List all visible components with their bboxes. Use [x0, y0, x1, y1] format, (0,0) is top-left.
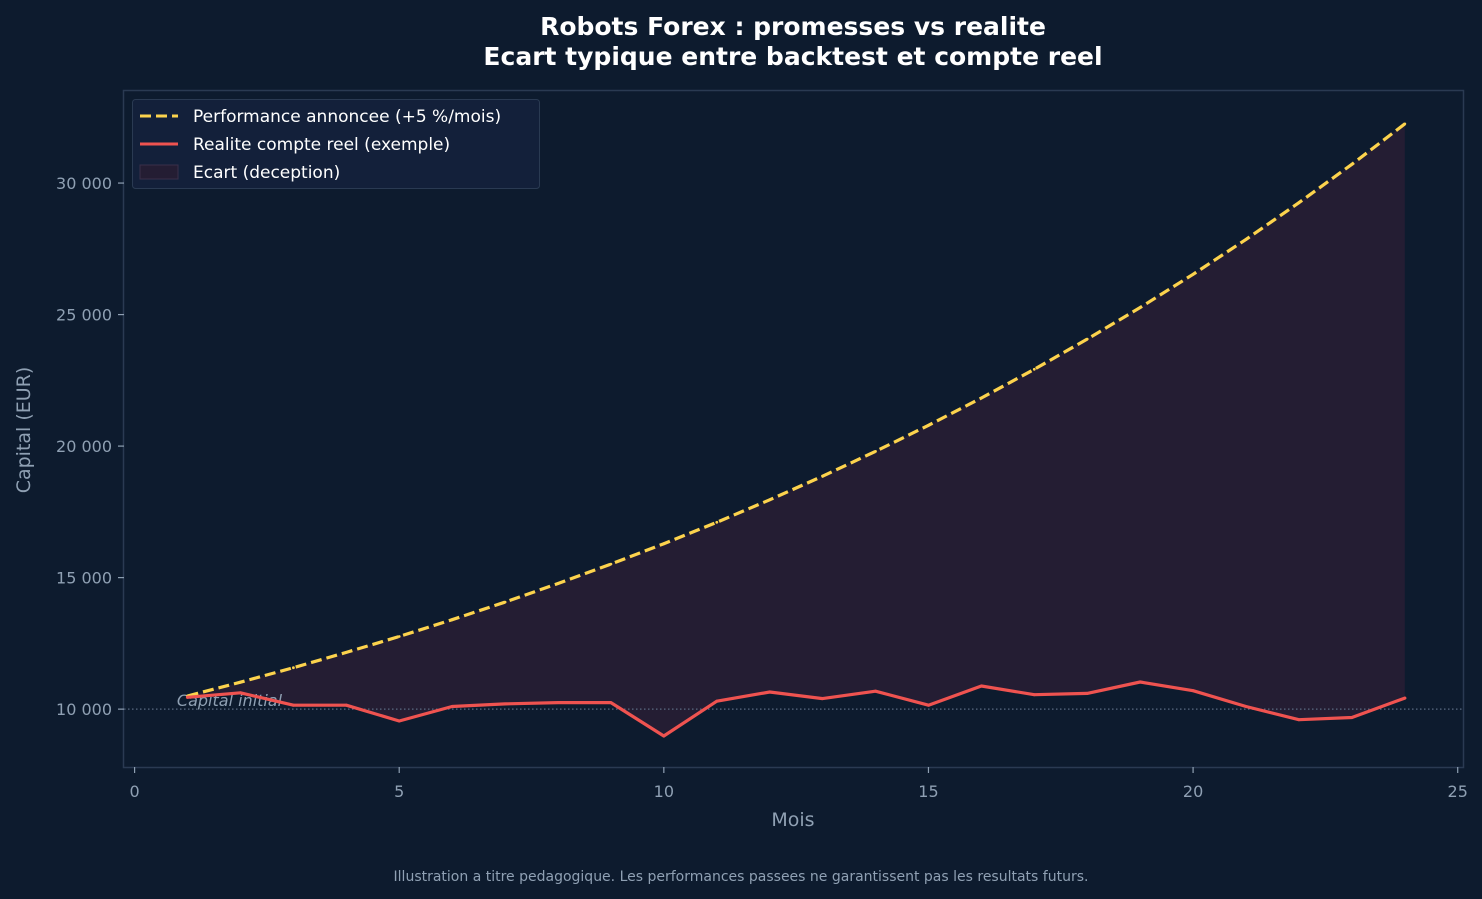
data-point	[292, 703, 295, 707]
data-point	[980, 684, 983, 688]
data-point	[556, 582, 560, 585]
data-point	[1191, 689, 1195, 693]
data-point	[768, 690, 772, 694]
y-axis-label: Capital (EUR)	[13, 367, 35, 494]
x-tick-label: 25	[1448, 782, 1468, 801]
data-point	[503, 600, 507, 604]
chart-subtitle: Ecart typique entre backtest et compte r…	[483, 42, 1102, 71]
series-announced	[186, 122, 1407, 698]
chart-title: Robots Forex : promesses vs realite	[540, 12, 1046, 41]
x-tick-label: 10	[654, 782, 674, 801]
x-axis-label: Mois	[771, 809, 814, 831]
x-axis-ticks: 0 5 10 15 20 25	[129, 767, 1468, 801]
data-point	[927, 423, 930, 427]
y-tick-label: 30 000	[56, 174, 112, 193]
data-point	[239, 691, 242, 695]
data-point	[397, 719, 401, 723]
x-tick-label: 5	[394, 782, 404, 801]
data-point	[1244, 238, 1248, 241]
data-point	[1138, 680, 1142, 684]
series-real	[185, 680, 1407, 738]
legend-swatch-gap	[139, 164, 179, 180]
series-lines-layer	[185, 122, 1407, 738]
data-point	[821, 474, 824, 478]
data-point	[1032, 693, 1036, 697]
data-point	[874, 689, 877, 693]
data-point	[1350, 716, 1354, 719]
series-line	[185, 680, 1407, 738]
data-point	[609, 701, 613, 704]
data-point	[1191, 272, 1195, 276]
data-point	[1138, 306, 1142, 309]
data-point	[1032, 367, 1036, 371]
legend-label-real: Realite compte reel (exemple)	[193, 135, 450, 155]
legend: Performance annoncee (+5 %/mois) Realite…	[132, 99, 540, 189]
x-tick-label: 0	[129, 782, 139, 801]
data-point	[1297, 201, 1301, 205]
data-point	[186, 695, 189, 699]
x-tick-label: 20	[1183, 782, 1203, 801]
data-point	[1085, 692, 1089, 695]
data-point	[1403, 696, 1407, 700]
data-point	[715, 520, 719, 524]
data-point	[821, 697, 824, 700]
data-point	[662, 542, 666, 546]
y-tick-label: 25 000	[56, 306, 112, 325]
y-axis-ticks: 10 000 15 000 20 000 25 000 30 000	[56, 174, 124, 719]
data-point	[344, 703, 348, 707]
legend-box	[132, 99, 540, 189]
legend-label-gap: Ecart (deception)	[193, 163, 340, 183]
data-point	[503, 702, 507, 706]
data-point	[662, 734, 666, 738]
gap-fill-layer	[187, 123, 1405, 736]
y-tick-label: 10 000	[56, 700, 112, 719]
legend-label-announced: Performance annoncee (+5 %/mois)	[193, 107, 501, 127]
data-point	[927, 703, 930, 707]
data-point	[556, 701, 560, 704]
data-point	[450, 618, 454, 622]
gap-fill-area	[187, 123, 1405, 736]
y-tick-label: 15 000	[56, 569, 112, 588]
x-tick-label: 15	[918, 782, 938, 801]
data-point	[1350, 162, 1354, 166]
data-point	[397, 635, 401, 638]
data-point	[715, 699, 719, 703]
footnote: Illustration a titre pedagogique. Les pe…	[394, 869, 1089, 885]
data-point	[292, 666, 295, 670]
y-tick-label: 20 000	[56, 437, 112, 456]
data-point	[450, 705, 454, 708]
data-point	[980, 396, 983, 400]
data-point	[1244, 705, 1248, 708]
data-point	[768, 498, 772, 502]
data-point	[1403, 122, 1407, 126]
series-line	[187, 122, 1406, 698]
data-point	[609, 562, 613, 566]
plot-frame	[122, 89, 1465, 769]
data-point	[344, 651, 348, 654]
data-point	[1297, 718, 1301, 722]
data-point	[874, 450, 877, 453]
data-point	[239, 680, 242, 684]
data-point	[1085, 337, 1089, 341]
